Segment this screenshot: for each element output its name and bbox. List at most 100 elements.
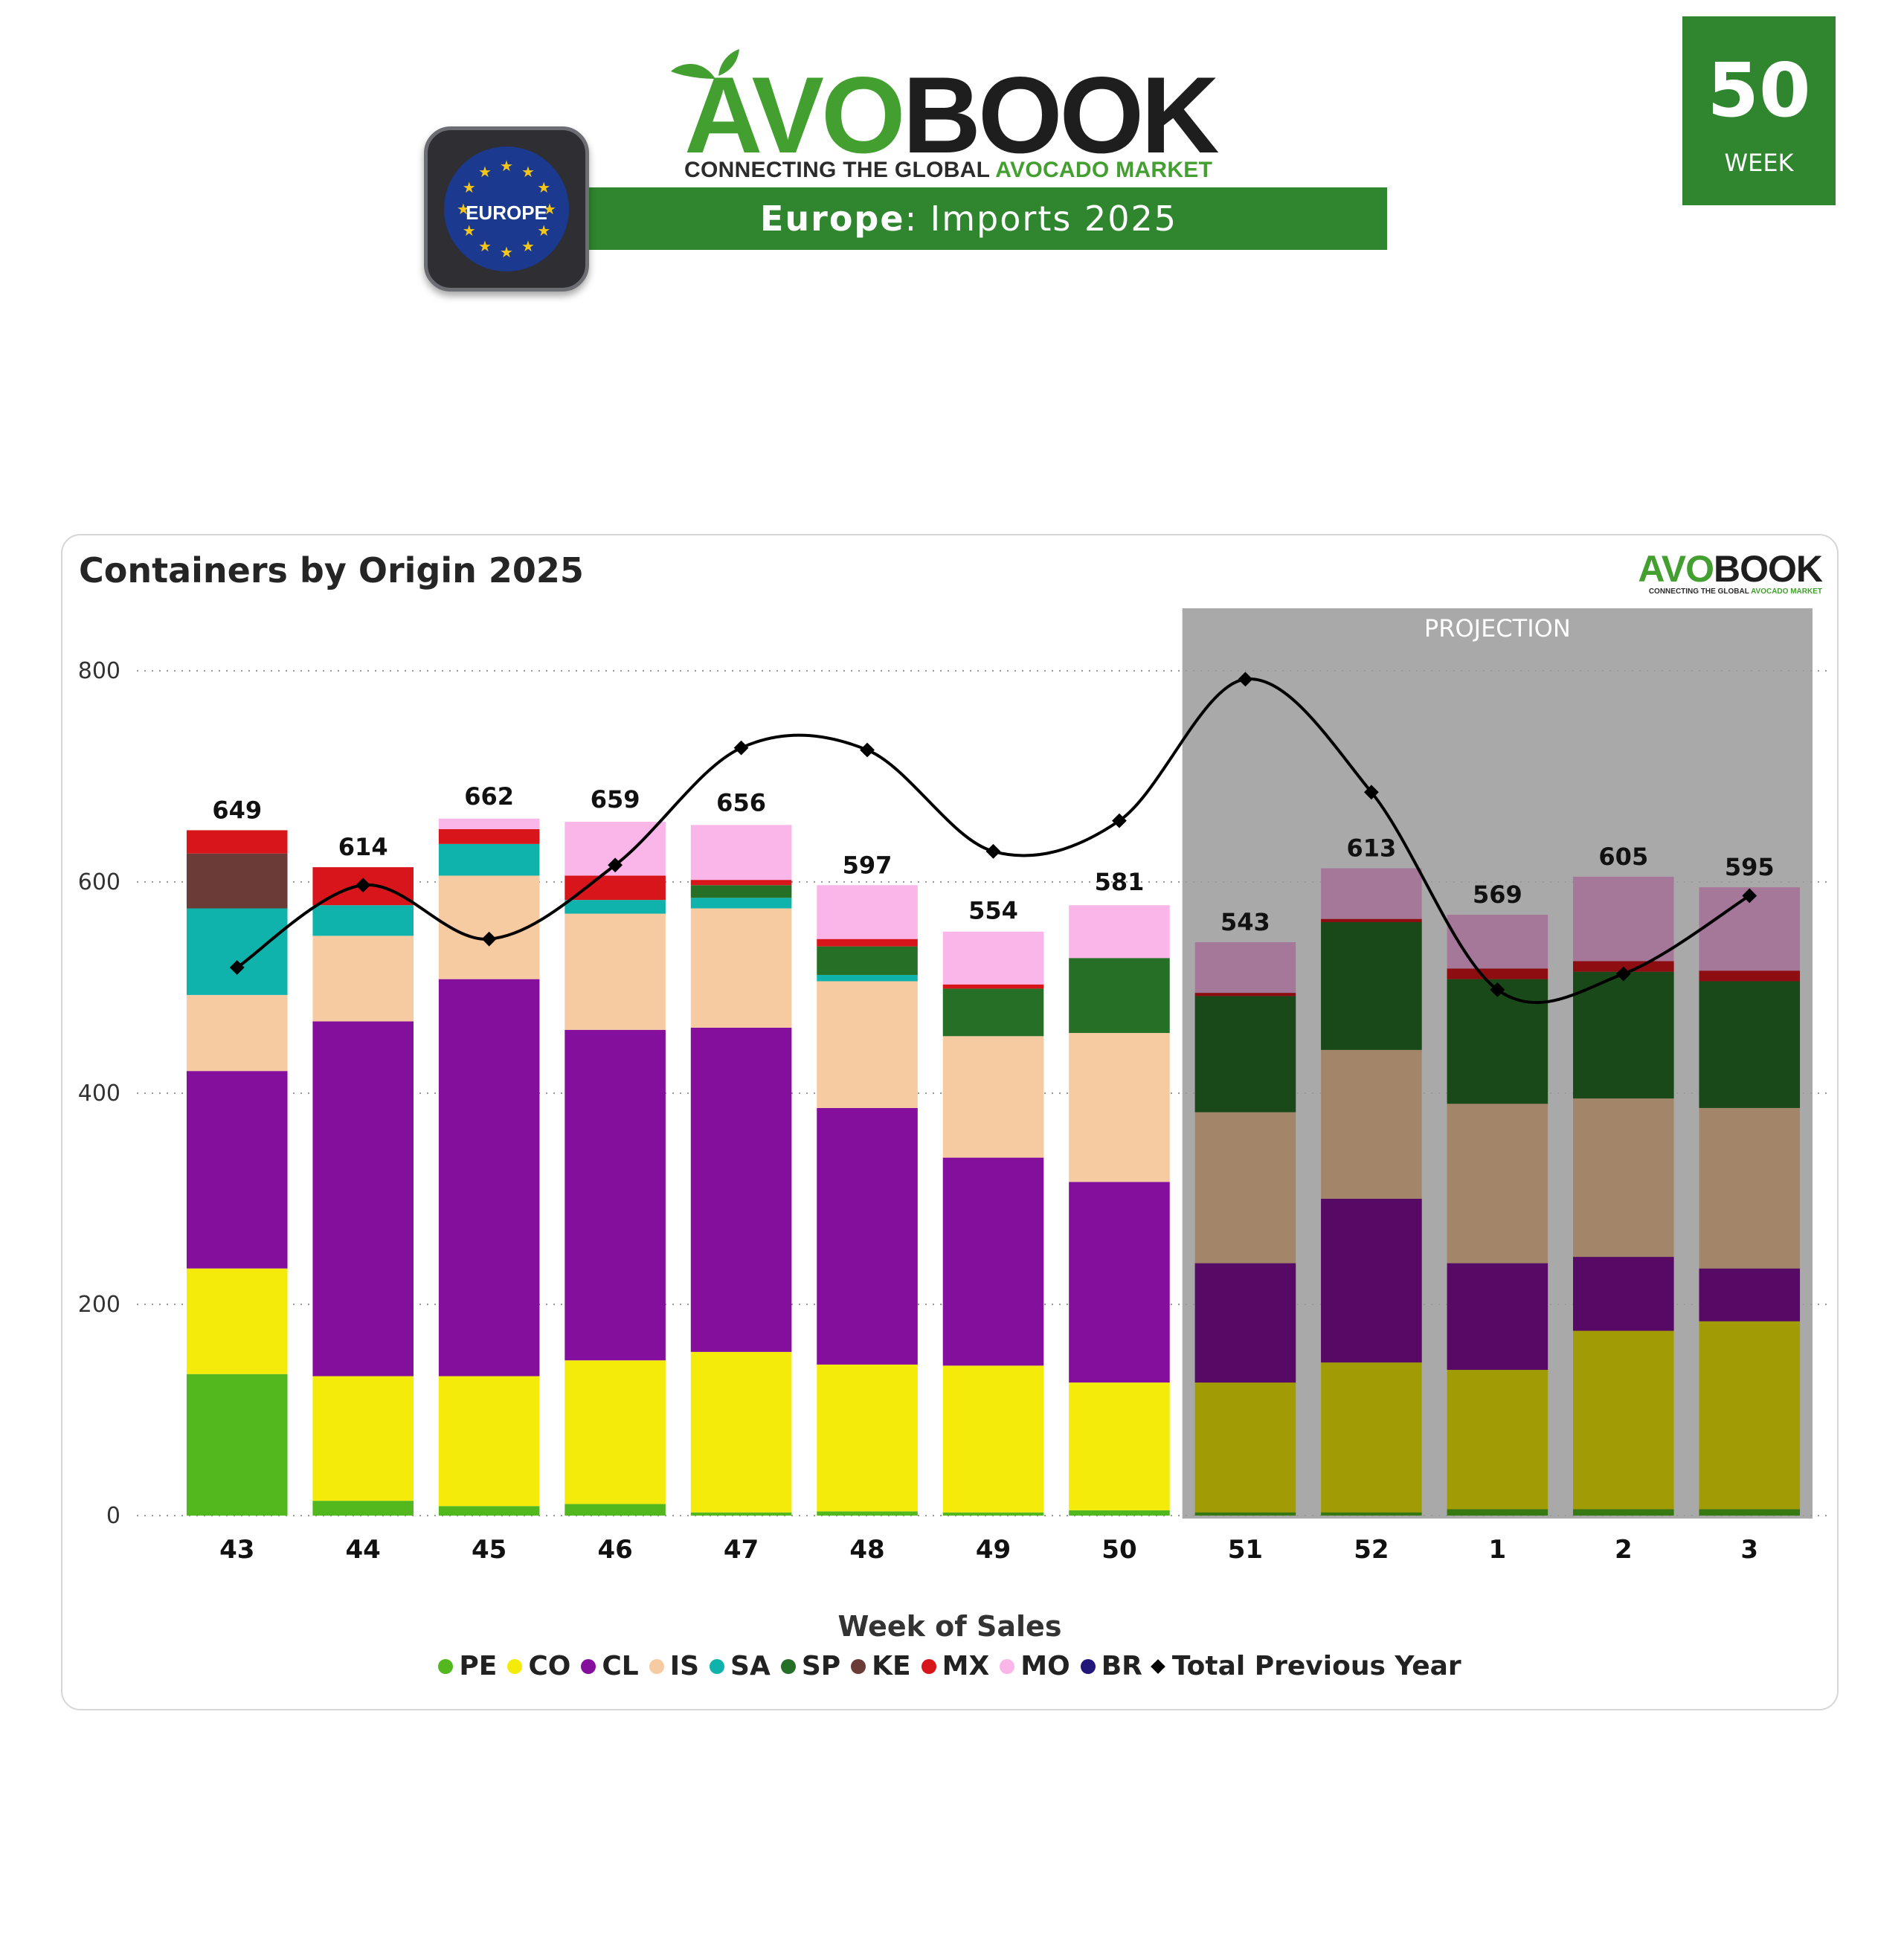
bar-segment-cl — [1321, 1199, 1422, 1363]
bar-segment-co — [438, 1376, 540, 1507]
bar-segment-sp — [817, 946, 918, 975]
legend-swatch — [780, 1658, 796, 1674]
tagline-green: AVOCADO MARKET — [995, 158, 1213, 182]
chart-logo-tag-prefix: CONNECTING THE GLOBAL — [1648, 587, 1752, 596]
total-label: 605 — [1598, 843, 1648, 871]
total-label: 662 — [464, 782, 514, 811]
chart-legend: PE CO CL IS SA SP KE MX MO BR Total Previous Year — [62, 1651, 1837, 1681]
bar-segment-cl — [817, 1107, 918, 1365]
bar-segment-sa — [817, 974, 918, 982]
previous-year-point — [356, 878, 371, 893]
bar-segment-pe — [1447, 1509, 1548, 1516]
projection-label: PROJECTION — [1424, 614, 1571, 643]
bar-segment-pe — [186, 1374, 288, 1516]
y-tick-label: 600 — [78, 869, 120, 895]
legend-swatch — [507, 1658, 523, 1674]
bar-segment-sp — [1321, 921, 1422, 1050]
previous-year-point — [1112, 813, 1127, 828]
bar-segment-mx — [1573, 961, 1674, 972]
region-subtitle: : Imports 2025 — [904, 199, 1178, 239]
total-label: 597 — [843, 851, 892, 879]
legend-item-ke: KE — [851, 1651, 911, 1681]
bar-segment-sa — [565, 900, 666, 914]
projection-shade — [1573, 876, 1674, 1516]
legend-label: KE — [872, 1651, 911, 1681]
legend-item-mx: MX — [921, 1651, 989, 1681]
flag-star: ★ — [521, 163, 535, 181]
bar-segment-sp — [1699, 981, 1801, 1108]
legend-diamond-icon — [1150, 1658, 1165, 1674]
x-tick-label: 43 — [219, 1535, 254, 1565]
legend-item-pe: PE — [438, 1651, 497, 1681]
x-tick-label: 52 — [1354, 1535, 1389, 1565]
bar-segment-mo — [1069, 905, 1170, 959]
bar-segment-co — [690, 1351, 792, 1513]
bar-segment-is — [312, 936, 414, 1022]
bar-segment-pe — [438, 1506, 540, 1516]
legend-item-total-previous-year: Total Previous Year — [1150, 1651, 1461, 1681]
bar-segment-mo — [438, 818, 540, 829]
total-label: 543 — [1220, 908, 1270, 936]
bar-segment-pe — [1069, 1510, 1170, 1516]
bar-segment-sa — [312, 905, 414, 936]
bar-segment-pe — [690, 1512, 792, 1516]
avobook-logo: AVOBOOK CONNECTING THE GLOBAL AVOCADO MA… — [662, 46, 1227, 195]
bar-segment-cl — [1447, 1263, 1548, 1371]
legend-swatch — [1080, 1658, 1096, 1674]
legend-label: CO — [528, 1651, 571, 1681]
brand-wordmark: AVOBOOK — [684, 61, 1220, 170]
bar-segment-mo — [1573, 876, 1674, 962]
leaf-icon — [671, 49, 739, 79]
bar-segment-mx — [565, 875, 666, 901]
legend-swatch — [851, 1658, 866, 1674]
bar-segment-cl — [1699, 1268, 1801, 1321]
bar-segment-mx — [1194, 993, 1296, 997]
bar-segment-is — [1069, 1033, 1170, 1182]
legend-swatch — [649, 1658, 664, 1674]
bar-segment-mo — [690, 825, 792, 880]
legend-item-is: IS — [649, 1651, 699, 1681]
bar-segment-sp — [942, 988, 1044, 1037]
bar-segment-mo — [817, 885, 918, 939]
bar-segment-co — [1069, 1382, 1170, 1510]
chart-title: Containers by Origin 2025 — [79, 550, 584, 590]
bar-segment-sp — [1069, 958, 1170, 1034]
bar-segment-mx — [942, 984, 1044, 989]
bar-segment-co — [186, 1268, 288, 1374]
flag-star: ★ — [500, 157, 513, 175]
legend-label: MO — [1020, 1651, 1070, 1681]
legend-label: CL — [602, 1651, 639, 1681]
previous-year-point — [1490, 982, 1505, 997]
bar-segment-mo — [1194, 941, 1296, 994]
eu-flag-icon: ★ ★ ★ ★ ★ ★ ★ ★ ★ ★ ★ ★ EUROPE — [444, 147, 569, 271]
total-label: 613 — [1346, 834, 1396, 863]
bar-segment-cl — [438, 979, 540, 1377]
x-tick-label: 50 — [1101, 1535, 1136, 1565]
bar-segment-co — [942, 1365, 1044, 1513]
legend-swatch — [581, 1658, 596, 1674]
legend-item-cl: CL — [581, 1651, 639, 1681]
legend-label: SA — [730, 1651, 771, 1681]
brand-book: BOOK — [902, 54, 1220, 176]
bar-segment-is — [565, 913, 666, 1030]
bar-segment-mx — [1447, 968, 1548, 979]
bar-segment-co — [1194, 1382, 1296, 1513]
chart-card: Containers by Origin 2025 AVOBOOK CONNEC… — [61, 534, 1839, 1710]
previous-year-point — [1238, 672, 1253, 687]
chart-logo-avo: AVO — [1638, 548, 1714, 590]
x-tick-label: 46 — [597, 1535, 632, 1565]
brand-avo: AVO — [684, 54, 906, 176]
legend-item-br: BR — [1080, 1651, 1142, 1681]
bar-segment-sp — [690, 885, 792, 898]
bar-segment-mx — [186, 830, 288, 854]
bar-segment-co — [312, 1376, 414, 1501]
region-title: Europe: Imports 2025 — [550, 187, 1387, 250]
previous-year-point — [229, 960, 245, 975]
chart-logo-book: BOOK — [1714, 548, 1823, 590]
bar-segment-co — [1573, 1330, 1674, 1510]
previous-year-point — [733, 740, 749, 756]
flag-star: ★ — [463, 178, 476, 196]
bar-segment-is — [1447, 1104, 1548, 1263]
projection-shade — [1194, 941, 1296, 1516]
y-tick-label: 400 — [78, 1081, 120, 1107]
